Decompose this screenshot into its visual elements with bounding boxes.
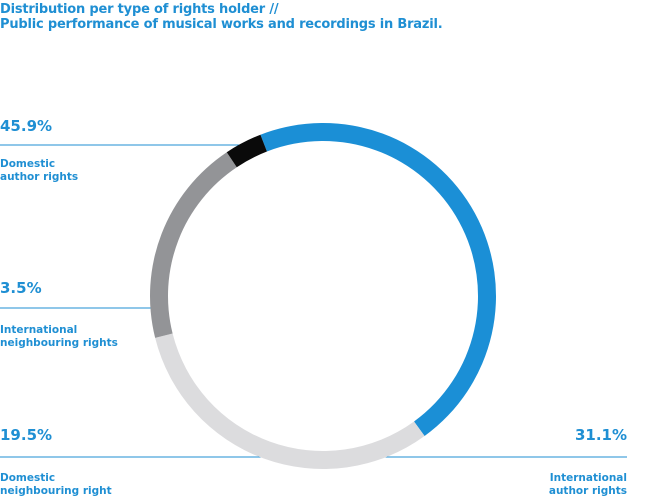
donut-slice-2 xyxy=(150,152,237,338)
chart-title: Distribution per type of rights holder /… xyxy=(0,2,443,32)
domestic-author-rights-label: Domestic author rights xyxy=(0,158,79,183)
domestic-author-rights-value: 45.9% xyxy=(0,117,53,135)
donut-slice-1 xyxy=(155,333,425,469)
international-neighbouring-rights-value: 3.5% xyxy=(0,279,42,297)
donut-slice-0 xyxy=(260,122,497,437)
chart-title-line-2: Public performance of musical works and … xyxy=(0,17,443,32)
domestic-neighbouring-right-label: Domestic neighbouring right xyxy=(0,472,112,497)
international-author-rights-value: 31.1% xyxy=(574,426,627,444)
international-author-rights-label: International author rights xyxy=(548,472,627,497)
chart-title-line-1: Distribution per type of rights holder /… xyxy=(0,2,279,17)
international-neighbouring-rights-label: International neighbouring rights xyxy=(0,324,118,349)
domestic-neighbouring-right-value: 19.5% xyxy=(0,426,53,444)
donut-slice-3 xyxy=(226,134,267,168)
